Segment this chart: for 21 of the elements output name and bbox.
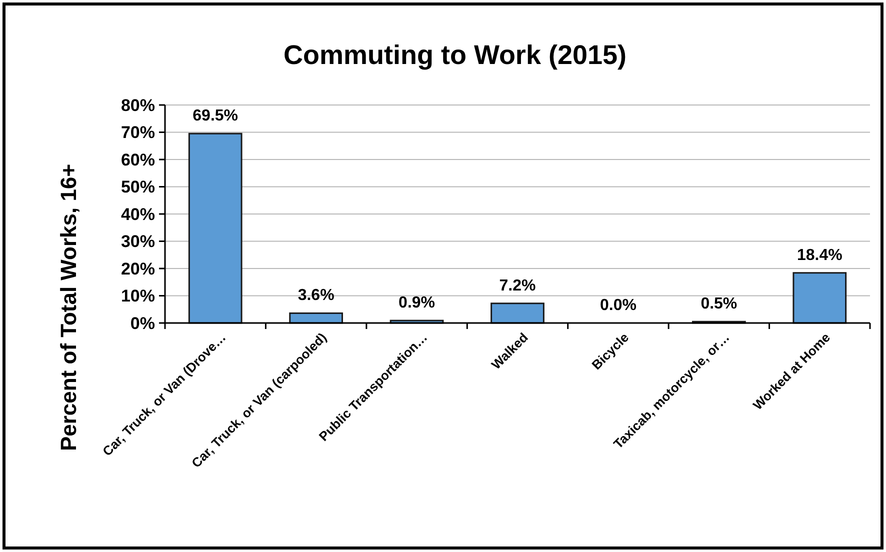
y-tick-label: 20% (120, 259, 155, 278)
y-tick-label: 10% (120, 286, 155, 306)
data-label: 0.0% (600, 297, 636, 314)
y-tick-label: 60% (120, 150, 155, 170)
chart-title: Commuting to Work (2015) (283, 40, 627, 70)
y-tick-label: 70% (120, 123, 155, 142)
y-tick-label: 0% (130, 314, 155, 333)
y-tick-label: 40% (120, 204, 155, 224)
data-label: 0.9% (398, 294, 436, 312)
bar (490, 302, 544, 324)
data-label: 3.6% (298, 287, 334, 304)
bar (792, 272, 847, 324)
data-label: 18.4% (796, 246, 842, 264)
y-axis-title: Percent of Total Works, 16+ (56, 164, 81, 452)
data-label: 69.5% (192, 108, 238, 125)
y-tick-label: 30% (120, 232, 155, 252)
data-label: 0.5% (700, 296, 738, 313)
data-label: 7.2% (499, 277, 536, 294)
y-tick-label: 80% (120, 96, 155, 115)
bar (188, 132, 242, 324)
y-tick-label: 50% (120, 178, 155, 197)
